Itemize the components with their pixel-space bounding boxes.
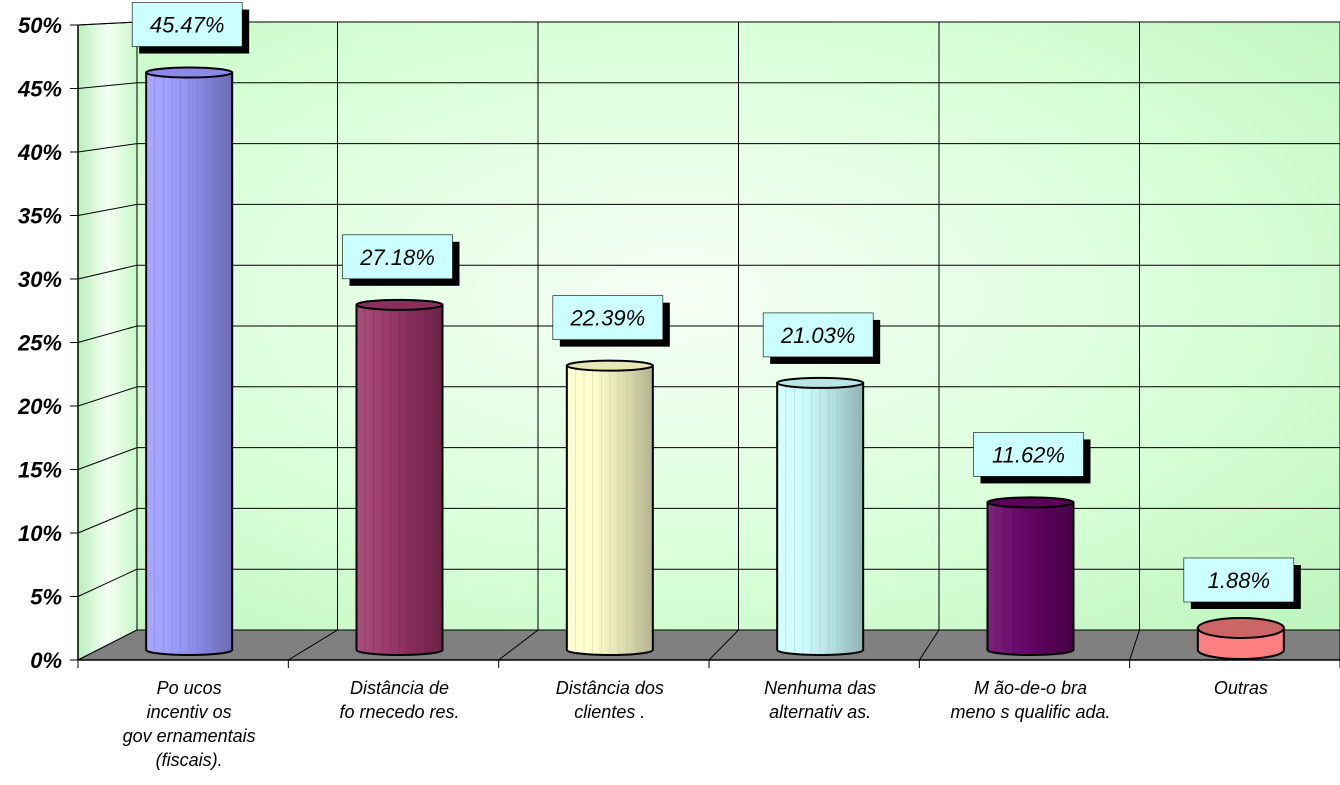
x-tick-label: Distância de fo rnecedo res. — [305, 676, 495, 724]
y-tick-label: 20% — [17, 394, 62, 419]
gridline-side — [77, 507, 138, 534]
floor-divider — [288, 629, 338, 661]
y-tick-label: 5% — [30, 585, 62, 610]
floor — [77, 629, 1340, 661]
bar-series — [145, 66, 1285, 660]
gridlines — [77, 21, 1340, 661]
x-tick-label: Outras — [1146, 676, 1336, 700]
y-tick-label: 45% — [17, 77, 62, 102]
x-tick-label-line: clientes . — [574, 702, 646, 722]
data-label: 11.62% — [973, 432, 1091, 484]
gridline-side — [77, 21, 138, 26]
x-tick-label-line: Distância de — [349, 678, 450, 698]
bar — [1196, 617, 1285, 660]
y-tick-label: 10% — [18, 521, 62, 546]
y-tick-label: 30% — [18, 267, 62, 292]
gridline-side — [77, 568, 138, 597]
x-tick-label: Po ucos incentiv os gov ernamentais (fiscai… — [94, 676, 284, 772]
plot-walls — [77, 21, 1340, 661]
svg-text:22.39%: 22.39% — [570, 306, 646, 331]
bar — [355, 298, 444, 656]
x-tick-label-line: gov ernamentais — [122, 726, 256, 746]
x-tick-label: M ão-de-o bra meno s qualific ada. — [936, 676, 1126, 724]
data-label: 45.47% — [131, 2, 250, 54]
side-wall — [77, 21, 138, 661]
y-tick-label: 40% — [17, 140, 62, 165]
x-tick-label-line: Po ucos — [156, 678, 222, 698]
data-labels: 45.47% 27.18% 22.39% 21.03% 11.62% 1.88% — [131, 2, 1301, 609]
svg-text:45.47%: 45.47% — [150, 13, 225, 38]
gridline-side — [77, 82, 138, 89]
x-tick-label-line: (fiscais). — [155, 750, 223, 770]
floor-divider — [918, 629, 940, 661]
y-axis: 0% 5% 10% 15% 20% 25% 30% 35% 40% 45% 50% — [17, 13, 1340, 673]
svg-text:21.03%: 21.03% — [780, 323, 856, 348]
x-tick-label: Nenhuma das alternativ as. — [725, 676, 915, 724]
x-tick-label-line: meno s qualific ada. — [950, 702, 1111, 722]
y-tick-label: 15% — [18, 458, 62, 483]
x-tick-label-line: Outras — [1213, 678, 1268, 698]
data-label: 21.03% — [762, 312, 881, 364]
data-label: 27.18% — [342, 234, 460, 286]
bar — [986, 496, 1075, 656]
y-tick-label: 50% — [18, 13, 62, 38]
x-tick-label-line: M ão-de-o bra — [973, 678, 1088, 698]
gridline-side — [77, 386, 138, 407]
svg-text:27.18%: 27.18% — [359, 245, 435, 270]
data-label: 22.39% — [552, 295, 670, 347]
svg-text:11.62%: 11.62% — [992, 442, 1065, 467]
x-tick-label-line: incentiv os — [146, 702, 232, 722]
gridline-side — [77, 203, 138, 216]
gridline-side — [77, 325, 138, 343]
x-tick-label-line: fo rnecedo res. — [339, 702, 460, 722]
x-tick-label-line: Distância dos — [555, 678, 664, 698]
y-tick-label: 0% — [30, 648, 62, 673]
x-tick-label: Distância dos clientes . — [515, 676, 705, 724]
bar — [776, 376, 865, 656]
gridline-side — [77, 143, 138, 153]
gridline-side — [77, 264, 138, 280]
y-tick-label: 35% — [18, 204, 62, 229]
bar — [565, 359, 654, 656]
bar — [145, 66, 234, 656]
svg-text:1.88%: 1.88% — [1208, 568, 1270, 593]
gridline-side — [77, 447, 138, 470]
x-tick-label-line: Nenhuma das — [764, 678, 877, 698]
y-tick-label: 25% — [17, 331, 62, 356]
floor-divider — [498, 629, 539, 661]
floor-divider — [708, 629, 739, 661]
x-tick-label-line: alternativ as. — [769, 702, 872, 722]
floor-divider — [1129, 629, 1140, 661]
data-label: 1.88% — [1183, 557, 1301, 609]
